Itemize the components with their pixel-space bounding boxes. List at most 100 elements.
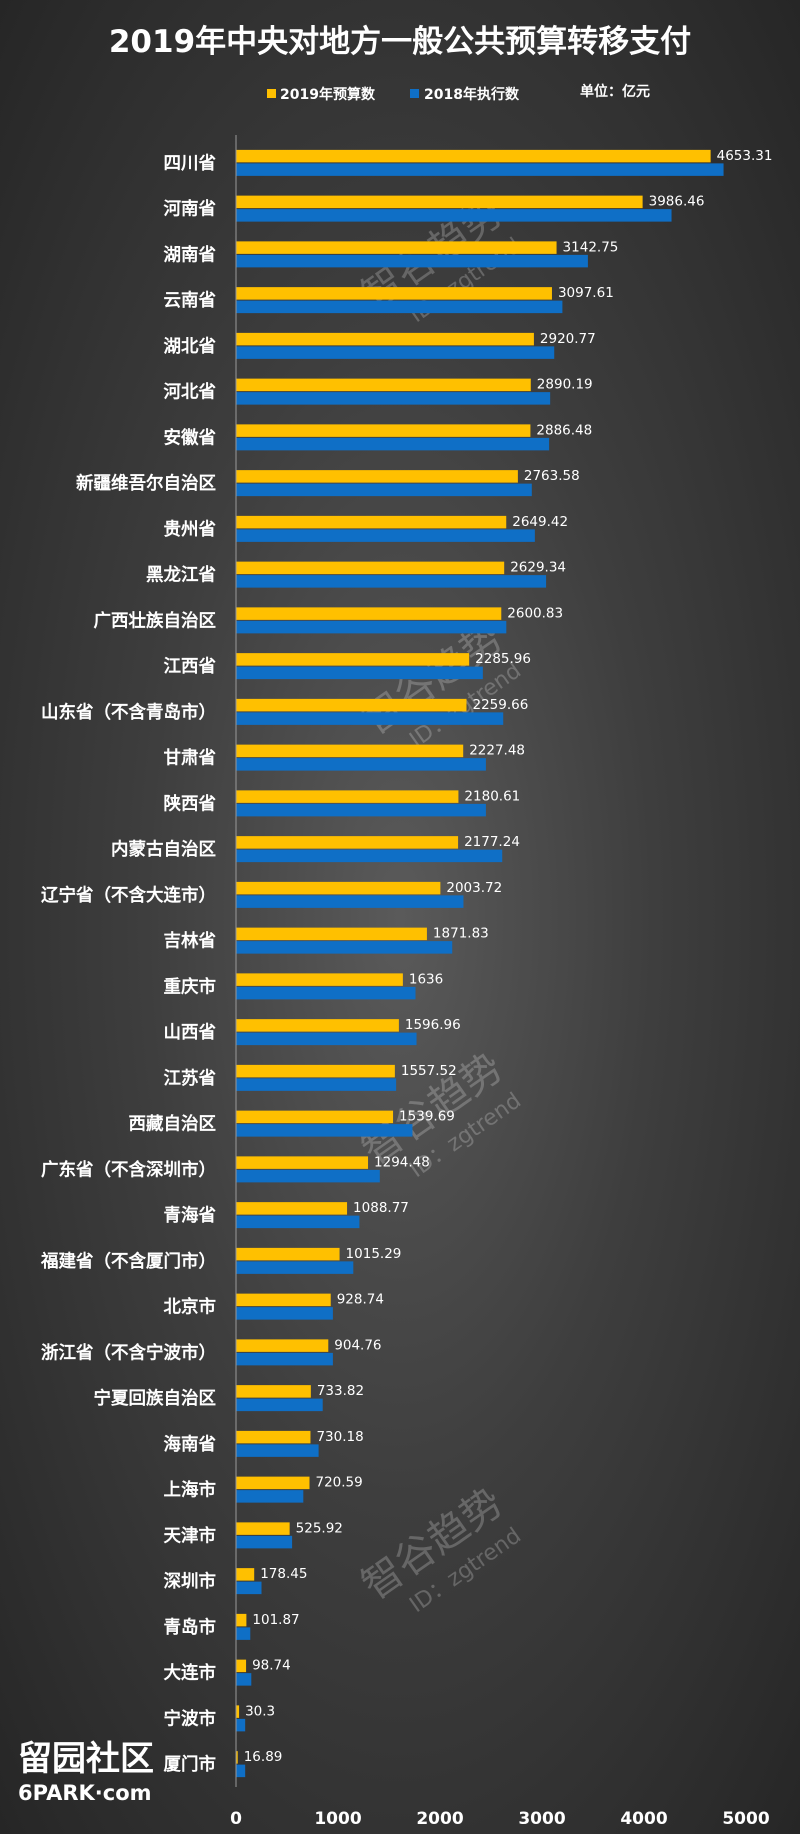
value-label: 2649.42 xyxy=(512,514,568,530)
bar-2019-10 xyxy=(236,607,502,620)
bar-2018-21 xyxy=(236,1124,413,1137)
category-label: 河北省 xyxy=(164,382,217,403)
category-label: 福建省（不含厦门市） xyxy=(40,1251,216,1272)
category-label: 厦门市 xyxy=(164,1754,217,1775)
category-label: 西藏自治区 xyxy=(129,1114,217,1135)
value-label: 1636 xyxy=(409,971,443,987)
bar-2018-1 xyxy=(236,209,672,222)
bar-2018-10 xyxy=(236,620,507,634)
category-labels: 四川省河南省湖南省云南省湖北省河北省安徽省新疆维吾尔自治区贵州省黑龙江省广西壮族… xyxy=(40,153,216,1775)
bar-2019-34 xyxy=(236,1705,240,1718)
site-logo: 留园社区 6PARK·com xyxy=(18,1739,154,1805)
category-label: 大连市 xyxy=(164,1663,217,1684)
category-label: 贵州省 xyxy=(164,519,217,540)
value-label: 2227.48 xyxy=(469,743,525,759)
bar-2018-28 xyxy=(236,1444,319,1457)
value-label: 4653.31 xyxy=(717,148,773,164)
category-label: 青海省 xyxy=(164,1205,217,1226)
value-label: 2180.61 xyxy=(464,788,520,804)
category-label: 江西省 xyxy=(164,656,217,677)
bar-2018-2 xyxy=(236,254,588,268)
x-tick-label: 1000 xyxy=(314,1809,361,1829)
value-label: 178.45 xyxy=(260,1566,307,1582)
bar-2019-2 xyxy=(236,241,557,254)
category-label: 江苏省 xyxy=(164,1068,217,1089)
bar-2019-22 xyxy=(236,1156,369,1169)
category-label: 河南省 xyxy=(164,199,217,220)
bar-2019-6 xyxy=(236,424,531,437)
bar-2019-11 xyxy=(236,653,470,666)
bar-2019-1 xyxy=(236,195,643,209)
bar-2018-4 xyxy=(236,346,555,359)
category-label: 广西壮族自治区 xyxy=(94,610,217,631)
bar-2019-15 xyxy=(236,836,459,849)
value-labels: 4653.31 3986.46 3142.75 3097.61 2920.77 2890.… xyxy=(244,148,773,1765)
bar-2018-34 xyxy=(236,1718,246,1732)
value-label: 2285.96 xyxy=(475,651,531,667)
value-label: 525.92 xyxy=(296,1520,343,1536)
value-label: 2890.19 xyxy=(537,377,593,393)
bar-2018-18 xyxy=(236,986,416,1000)
watermarks: 智谷趋势ID：zgtrend智谷趋势ID：zgtrend智谷趋势ID：zgtre… xyxy=(354,190,526,1618)
bar-2018-22 xyxy=(236,1169,380,1183)
category-label: 广东省（不含深圳市） xyxy=(41,1159,216,1180)
bar-2018-20 xyxy=(236,1078,397,1091)
x-tick-label: 4000 xyxy=(620,1809,667,1829)
category-label: 重庆市 xyxy=(164,976,217,997)
bar-2019-8 xyxy=(236,515,507,529)
category-label: 浙江省（不含宁波市） xyxy=(41,1342,216,1363)
value-label: 1088.77 xyxy=(353,1200,409,1216)
value-label: 2600.83 xyxy=(507,605,563,621)
bar-2019-14 xyxy=(236,790,459,803)
category-label: 四川省 xyxy=(164,153,217,174)
value-label: 928.74 xyxy=(337,1292,384,1308)
value-label: 1557.52 xyxy=(401,1063,457,1079)
bar-2019-25 xyxy=(236,1293,331,1307)
bars xyxy=(236,149,724,1778)
bar-2018-11 xyxy=(236,666,483,680)
bar-2019-29 xyxy=(236,1476,310,1490)
bar-2019-18 xyxy=(236,973,403,986)
legend: 2019年预算数 2018年执行数 单位：亿元 xyxy=(267,83,650,103)
bar-2018-0 xyxy=(236,163,724,176)
value-label: 730.18 xyxy=(316,1429,363,1445)
value-label: 2920.77 xyxy=(540,331,596,347)
bar-2018-24 xyxy=(236,1261,354,1274)
bar-2019-23 xyxy=(236,1202,348,1215)
bar-2019-19 xyxy=(236,1019,399,1032)
bar-2018-26 xyxy=(236,1352,333,1366)
value-label: 1596.96 xyxy=(405,1017,461,1033)
bar-2019-21 xyxy=(236,1110,394,1124)
bar-2018-7 xyxy=(236,483,532,497)
category-label: 青岛市 xyxy=(164,1617,217,1638)
value-label: 2259.66 xyxy=(472,697,528,713)
bar-2018-25 xyxy=(236,1307,333,1320)
bar-2018-5 xyxy=(236,392,551,405)
category-label: 甘肃省 xyxy=(164,748,217,769)
bar-2019-5 xyxy=(236,378,531,392)
category-label: 云南省 xyxy=(164,290,217,311)
category-label: 海南省 xyxy=(164,1434,217,1455)
legend-swatch-2018 xyxy=(410,89,419,98)
category-label: 新疆维吾尔自治区 xyxy=(76,473,216,494)
category-label: 山东省（不含青岛市） xyxy=(41,702,216,723)
category-label: 辽宁省（不含大连市） xyxy=(41,885,216,906)
bar-2018-16 xyxy=(236,895,464,908)
bar-2019-12 xyxy=(236,698,467,712)
category-label: 安徽省 xyxy=(164,427,217,448)
site-logo-text: 留园社区 xyxy=(18,1739,154,1779)
category-label: 上海市 xyxy=(164,1480,217,1501)
category-label: 深圳市 xyxy=(164,1571,217,1592)
category-label: 吉林省 xyxy=(164,931,217,952)
bar-2019-28 xyxy=(236,1430,311,1444)
bar-2019-26 xyxy=(236,1339,329,1352)
value-label: 1539.69 xyxy=(399,1109,455,1125)
value-label: 733.82 xyxy=(317,1383,364,1399)
category-label: 湖北省 xyxy=(164,336,217,357)
legend-label-2018: 2018年执行数 xyxy=(424,86,520,103)
bar-2018-27 xyxy=(236,1398,323,1412)
bar-2018-12 xyxy=(236,712,504,725)
bar-2019-30 xyxy=(236,1522,290,1535)
site-url-text: 6PARK·com xyxy=(18,1781,152,1805)
